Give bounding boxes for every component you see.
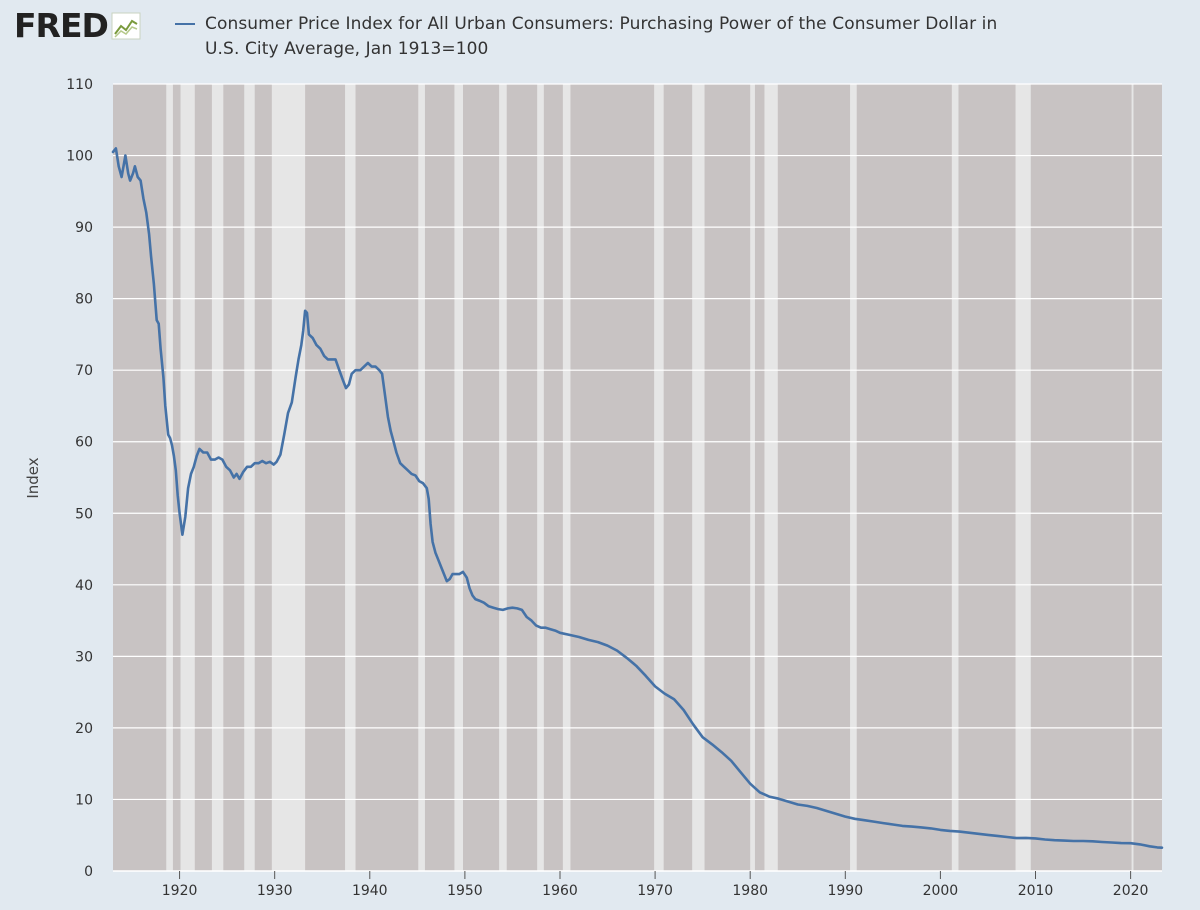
y-tick-label-100: 100	[66, 149, 93, 165]
recession-band-5	[345, 84, 356, 871]
y-tick-label-30: 30	[75, 649, 93, 665]
y-tick-label-70: 70	[75, 363, 93, 379]
series-line	[111, 147, 1164, 849]
recession-band-17	[1015, 84, 1031, 871]
x-tick-label-1920: 1920	[162, 883, 198, 899]
recession-band-3	[244, 84, 255, 871]
legend-series-label: Consumer Price Index for All Urban Consu…	[205, 14, 998, 59]
fred-logo-text: FRED	[14, 6, 109, 45]
x-tick-label-1940: 1940	[352, 883, 388, 899]
recession-band-0	[166, 84, 173, 871]
line-chart-icon	[111, 12, 141, 40]
x-tick-label-1990: 1990	[827, 883, 863, 899]
recession-band-1	[180, 84, 195, 871]
x-tick-label-2010: 2010	[1018, 883, 1054, 899]
x-tick-label-1980: 1980	[732, 883, 768, 899]
recession-band-9	[537, 84, 544, 871]
y-tick-label-110: 110	[66, 77, 93, 93]
x-tick-label-1970: 1970	[637, 883, 673, 899]
recession-band-14	[764, 84, 778, 871]
x-tick-label-2020: 2020	[1113, 883, 1149, 899]
x-tick-label-1930: 1930	[257, 883, 293, 899]
chart-header: FRED Consumer Price Index for All Urban …	[0, 0, 1200, 72]
legend-series-swatch	[175, 23, 195, 25]
y-tick-label-90: 90	[75, 220, 93, 236]
y-axis-label: Index	[24, 457, 42, 498]
recession-band-10	[562, 84, 571, 871]
y-tick-label-10: 10	[75, 792, 93, 808]
recession-band-2	[211, 84, 224, 871]
x-axis-ticks: 1920 1930 1940 1950 1960 1970 1980 1990 2000 2010…	[162, 871, 1149, 899]
recession-bands	[166, 84, 1134, 871]
gridlines	[113, 83, 1162, 801]
y-tick-label-40: 40	[75, 578, 93, 594]
y-tick-label-20: 20	[75, 721, 93, 737]
recession-band-16	[951, 84, 959, 871]
x-tick-label-2000: 2000	[923, 883, 959, 899]
y-tick-label-60: 60	[75, 435, 93, 451]
recession-band-15	[850, 84, 857, 871]
recession-band-13	[750, 84, 755, 871]
y-axis-ticks: 0 10 20 30 40 50 60 70 80 90 100 110	[66, 77, 93, 880]
chart-legend: Consumer Price Index for All Urban Consu…	[175, 12, 1005, 62]
recession-band-4	[271, 84, 306, 871]
y-tick-label-0: 0	[84, 864, 93, 880]
recession-band-18	[1131, 84, 1134, 871]
x-tick-label-1960: 1960	[542, 883, 578, 899]
plot-background	[113, 84, 1162, 871]
recession-band-11	[654, 84, 664, 871]
recession-band-12	[692, 84, 705, 871]
recession-band-6	[418, 84, 425, 871]
fred-logo[interactable]: FRED	[14, 6, 141, 46]
x-tick-label-1950: 1950	[447, 883, 483, 899]
y-tick-label-50: 50	[75, 506, 93, 522]
recession-band-8	[499, 84, 507, 871]
recession-band-7	[454, 84, 463, 871]
y-tick-label-80: 80	[75, 292, 93, 308]
